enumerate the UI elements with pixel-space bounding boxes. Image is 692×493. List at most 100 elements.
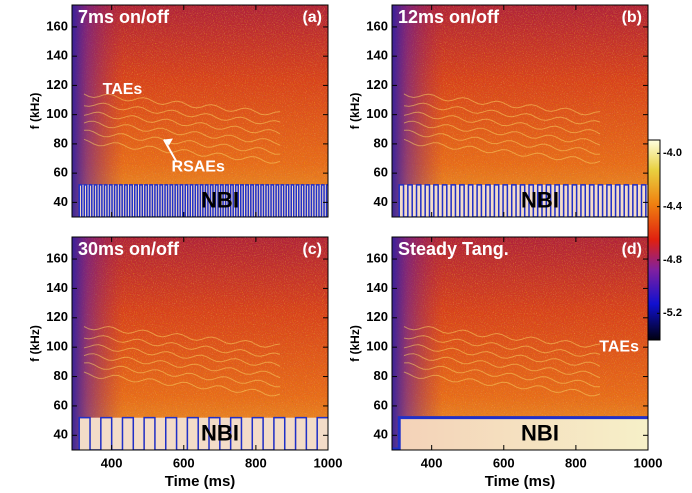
mode-trace: [403, 371, 601, 397]
panel-title: 12ms on/off: [398, 7, 500, 27]
x-tick-label: 600: [493, 455, 515, 470]
y-tick-label: 60: [54, 165, 68, 180]
mode-trace: [83, 93, 281, 116]
mode-trace: [403, 129, 601, 155]
colorbar-tick-label: -4.8: [663, 254, 682, 266]
x-axis-label: Time (ms): [485, 473, 556, 490]
mode-trace: [83, 129, 281, 155]
y-tick-label: 160: [46, 250, 68, 265]
panel-title: Steady Tang.: [398, 239, 509, 259]
x-tick-label: 800: [245, 455, 267, 470]
mode-trace: [403, 353, 601, 379]
panel-title: 7ms on/off: [78, 7, 170, 27]
colorbar-tick-label: -4.0: [663, 147, 682, 159]
y-tick-label: 100: [46, 106, 68, 121]
plot-frame: [71, 4, 329, 218]
y-tick-label: 160: [46, 18, 68, 33]
y-tick-label: 120: [366, 309, 388, 324]
mode-trace: [83, 362, 281, 388]
mode-trace: [403, 335, 601, 357]
annotation-arrow: [163, 139, 178, 162]
spectrogram-edge: [72, 5, 328, 217]
x-tick-label: 400: [101, 455, 123, 470]
spectrogram-edge: [72, 237, 328, 450]
nbi-label: NBI: [201, 188, 239, 213]
spectrogram-edge: [392, 237, 648, 450]
spectrogram: NBI: [392, 5, 648, 217]
y-tick-label: 140: [46, 280, 68, 295]
y-tick-label: 60: [374, 397, 388, 412]
mode-trace: [403, 362, 601, 388]
panel-label: (d): [622, 241, 642, 258]
mode-trace: [403, 138, 601, 164]
arrow-head: [163, 138, 173, 146]
x-tick-label: 1000: [634, 455, 663, 470]
y-tick-label: 160: [366, 250, 388, 265]
plot-frame: [391, 236, 649, 451]
annotation: TAEs: [599, 338, 639, 355]
mode-trace: [83, 138, 281, 164]
y-tick-label: 40: [54, 194, 68, 209]
y-axis-label: f (kHz): [28, 93, 42, 130]
panel: NBI 30ms on/off (c) 40 60 80 100 120 140 160 400 60…: [28, 236, 343, 490]
spectrogram-edge: [392, 5, 648, 217]
panel: NBI TAEs RSAEs 7ms on/off (a) 40 60 80 100 120 140…: [28, 4, 329, 218]
mode-trace: [403, 102, 601, 125]
x-tick-label: 400: [421, 455, 443, 470]
nbi-label: NBI: [521, 421, 559, 446]
y-tick-label: 120: [46, 77, 68, 92]
colorbar-tick-label: -4.4: [663, 201, 683, 213]
panel-label: (c): [302, 241, 322, 258]
spectrogram: NBI: [72, 237, 328, 450]
x-axis-label: Time (ms): [165, 473, 236, 490]
annotation: RSAEs: [172, 159, 225, 176]
y-tick-label: 80: [54, 368, 68, 383]
nbi-waveform: [78, 416, 328, 450]
panel-label: (a): [302, 9, 322, 26]
spectrogram: NBI: [392, 237, 648, 450]
y-tick-label: 60: [374, 165, 388, 180]
spectrogram: NBI: [72, 5, 328, 217]
mode-trace: [403, 111, 601, 135]
y-tick-label: 40: [374, 194, 388, 209]
nbi-label: NBI: [201, 421, 239, 446]
y-tick-label: 120: [366, 77, 388, 92]
mode-trace: [403, 120, 601, 146]
panel-title: 30ms on/off: [78, 239, 180, 259]
x-tick-label: 600: [173, 455, 195, 470]
panel-label: (b): [622, 9, 642, 26]
y-tick-label: 120: [46, 309, 68, 324]
y-tick-label: 160: [366, 18, 388, 33]
mode-trace: [83, 353, 281, 379]
plot-frame: [71, 236, 329, 451]
y-tick-label: 100: [46, 339, 68, 354]
nbi-waveform: [398, 184, 648, 217]
mode-trace: [83, 111, 281, 135]
x-tick-label: 800: [565, 455, 587, 470]
nbi-fill: [399, 417, 648, 450]
y-tick-label: 40: [374, 427, 388, 442]
y-tick-label: 100: [366, 339, 388, 354]
y-tick-label: 40: [54, 427, 68, 442]
y-tick-label: 140: [366, 280, 388, 295]
mode-trace: [83, 102, 281, 125]
y-axis-label: f (kHz): [28, 325, 42, 362]
x-tick-label: 1000: [314, 455, 343, 470]
nbi-label: NBI: [521, 188, 559, 213]
y-tick-label: 80: [374, 135, 388, 150]
y-tick-label: 80: [374, 368, 388, 383]
y-tick-label: 100: [366, 106, 388, 121]
nbi-waveform: [392, 416, 648, 450]
mode-trace: [83, 344, 281, 367]
mode-trace: [403, 344, 601, 367]
mode-trace: [83, 371, 281, 397]
plot-frame: [391, 4, 649, 218]
y-axis-label: f (kHz): [348, 93, 362, 130]
mode-trace: [403, 325, 601, 348]
mode-trace: [403, 93, 601, 116]
y-tick-label: 80: [54, 135, 68, 150]
y-tick-label: 60: [54, 397, 68, 412]
colorbar: [647, 139, 661, 341]
y-axis-label: f (kHz): [348, 325, 362, 362]
panel: NBI TAEs Steady Tang. (d) 40 60 80 100 120 140 160…: [348, 236, 663, 490]
